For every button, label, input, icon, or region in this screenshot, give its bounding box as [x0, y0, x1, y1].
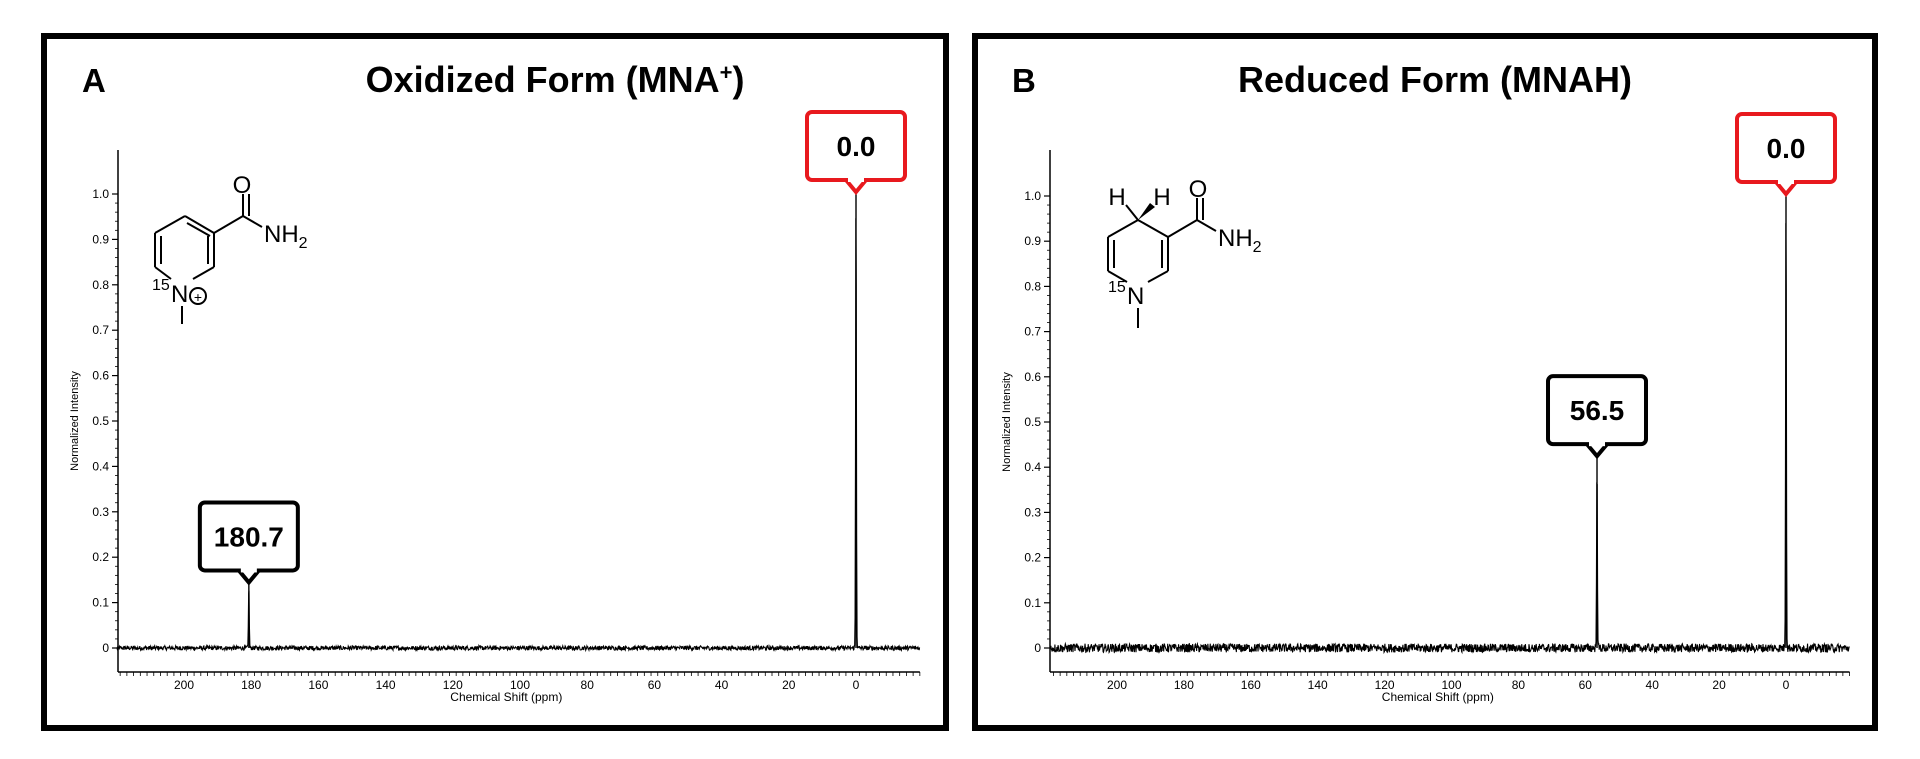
callout-gap: [1589, 441, 1606, 447]
mna-amide: NH2: [264, 221, 308, 252]
panel-a-title-end: ): [732, 59, 744, 100]
mna-n-atom: N: [171, 281, 188, 308]
mnah-isotope: 15: [1108, 279, 1126, 296]
y-tick-label: 0.7: [92, 323, 109, 337]
spectrum-trace: [116, 218, 921, 653]
panel-a-letter: A: [82, 62, 106, 99]
callout-label: 56.5: [1570, 395, 1625, 426]
panel-a-title-sup: +: [720, 60, 733, 85]
callout-gap: [240, 567, 257, 573]
callout-pointer: [1585, 442, 1609, 460]
x-tick-label: 160: [308, 678, 328, 692]
x-tick-label: 100: [510, 678, 530, 692]
callout-pointer: [237, 569, 261, 586]
panel-b: B Reduced Form (MNAH) H H O NH2 15 N 0 0.…: [972, 33, 1878, 731]
y-tick-label: 0.6: [92, 369, 109, 383]
x-tick-label: 0: [1783, 678, 1790, 692]
mna-isotope: 15: [152, 277, 170, 294]
x-tick-label: 20: [1712, 678, 1726, 692]
y-tick-label: 0.1: [92, 596, 109, 610]
spectrum-trace: [1049, 223, 1850, 655]
x-tick-label: 200: [174, 678, 194, 692]
panel-a: A Oxidized Form (MNA+) O NH2 15 N + 00.1…: [41, 33, 949, 731]
y-tick-label: 0.9: [92, 232, 109, 246]
x-tick-label: 40: [1646, 678, 1660, 692]
callout-label: 0.0: [837, 131, 876, 162]
x-axis-label: Chemical Shift (ppm): [450, 690, 562, 704]
y-tick-label: 0.5: [92, 414, 109, 428]
structure-mnah: [1107, 198, 1217, 328]
callout-gap: [848, 177, 864, 182]
callout-label: 0.0: [1767, 133, 1806, 164]
x-tick-label: 180: [241, 678, 261, 692]
y-tick-label: 0.3: [1024, 505, 1041, 519]
x-tick-label: 180: [1174, 678, 1194, 692]
y-tick-label: 0.7: [1024, 325, 1041, 339]
x-tick-label: 0: [853, 678, 860, 692]
x-tick-label: 100: [1441, 678, 1461, 692]
mnah-h1: H: [1108, 184, 1125, 211]
y-tick-label: 0.2: [1024, 551, 1041, 565]
panel-b-title: Reduced Form (MNAH): [1238, 59, 1632, 100]
structure-mna-plus: [154, 194, 263, 324]
x-tick-label: 80: [581, 678, 595, 692]
panel-b-frame: [972, 33, 1878, 731]
peak-callout: 180.7: [197, 500, 300, 586]
x-tick-label: 40: [715, 678, 729, 692]
mnah-amide-nh: NH: [1218, 225, 1253, 252]
y-tick-label: 0.2: [92, 550, 109, 564]
x-tick-label: 120: [443, 678, 463, 692]
peak-callout: 56.5: [1546, 374, 1649, 460]
y-tick-label: 0: [102, 641, 109, 655]
mna-amide-sub: 2: [299, 235, 308, 252]
mnah-amide-sub: 2: [1253, 239, 1262, 256]
x-tick-label: 20: [782, 678, 796, 692]
panel-b-title-main: Reduced Form (MNAH): [1238, 59, 1632, 100]
x-tick-label: 140: [1308, 678, 1328, 692]
panel-b-letter: B: [1012, 62, 1036, 99]
y-tick-label: 0: [1034, 641, 1041, 655]
x-tick-label: 140: [376, 678, 396, 692]
mnah-n-atom: N: [1127, 283, 1144, 310]
x-axis-label: Chemical Shift (ppm): [1382, 690, 1494, 704]
y-tick-label: 0.8: [1024, 279, 1041, 293]
y-tick-label: 0.3: [92, 505, 109, 519]
mnah-h2: H: [1153, 184, 1170, 211]
mnah-amide: NH2: [1218, 225, 1262, 256]
y-axis-label: Normalized Intensity: [69, 371, 81, 471]
panel-a-title-main: Oxidized Form (MNA: [366, 59, 720, 100]
callout-gap: [1778, 179, 1794, 184]
mna-carbonyl-o: O: [233, 172, 252, 199]
y-tick-label: 0.1: [1024, 596, 1041, 610]
y-tick-label: 0.9: [1024, 234, 1041, 248]
y-tick-label: 1.0: [1024, 189, 1041, 203]
x-tick-label: 200: [1107, 678, 1127, 692]
panel-a-frame: [41, 33, 949, 731]
x-tick-label: 160: [1241, 678, 1261, 692]
x-tick-label: 80: [1512, 678, 1526, 692]
y-tick-label: 1.0: [92, 187, 109, 201]
peak-callout: 0.0: [805, 110, 907, 196]
callout-pointer: [1774, 180, 1798, 198]
mna-charge: +: [194, 289, 202, 305]
x-tick-label: 60: [648, 678, 662, 692]
peak-callout: 0.0: [1735, 112, 1837, 198]
mnah-carbonyl-o: O: [1189, 176, 1208, 203]
x-tick-label: 120: [1375, 678, 1395, 692]
y-tick-label: 0.4: [92, 459, 109, 473]
y-tick-label: 0.5: [1024, 415, 1041, 429]
y-tick-label: 0.4: [1024, 460, 1041, 474]
x-tick-label: 60: [1579, 678, 1593, 692]
y-axis-label: Normalized Intensity: [1001, 372, 1013, 472]
mna-amide-nh: NH: [264, 221, 299, 248]
callout-pointer: [844, 178, 868, 196]
panel-a-title: Oxidized Form (MNA+): [366, 59, 745, 100]
y-tick-label: 0.6: [1024, 370, 1041, 384]
y-tick-label: 0.8: [92, 278, 109, 292]
callout-label: 180.7: [214, 521, 284, 552]
